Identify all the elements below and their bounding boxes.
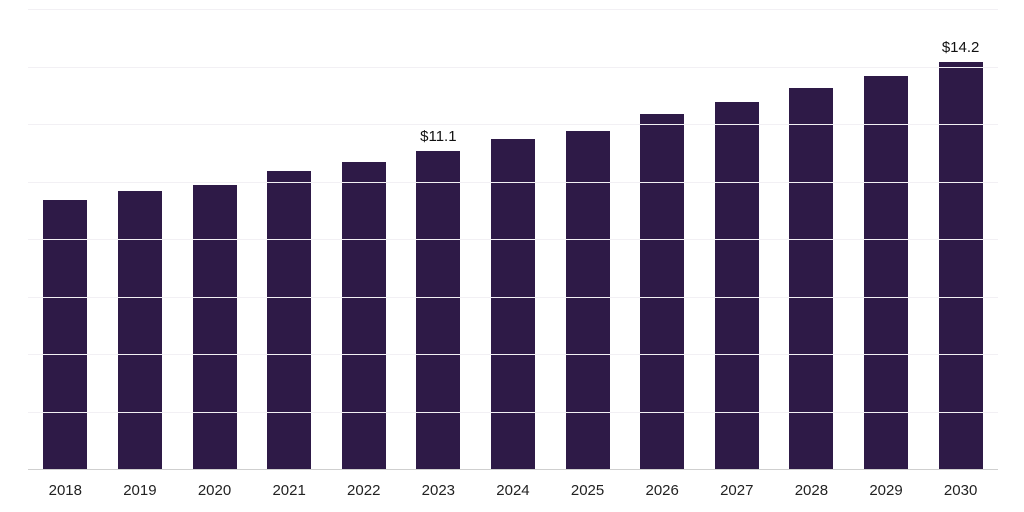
x-tick-label-2030: 2030: [943, 482, 978, 499]
bar-2028: [789, 87, 834, 470]
bar-2019: [117, 191, 162, 470]
x-tick-label-2026: 2026: [645, 482, 679, 499]
x-tick-label-2023: 2023: [421, 482, 456, 499]
bar-2022: [341, 162, 386, 470]
gridline: [28, 181, 998, 183]
bar-slot: [326, 10, 401, 470]
x-tick-label-2024: 2024: [496, 482, 530, 499]
bar-2027: [714, 102, 759, 470]
gridline: [28, 239, 998, 240]
x-tick-label-2029: 2029: [869, 482, 903, 499]
gridline: [28, 296, 998, 298]
bar-slot: [28, 10, 103, 470]
bar-2026: [640, 113, 685, 470]
bar-2024: [490, 139, 535, 470]
bar-slot: $14.2: [923, 10, 998, 470]
x-tick-label-2025: 2025: [570, 482, 605, 499]
bar-slot: [774, 10, 849, 470]
bar-series: $11.1 $14.2: [28, 10, 998, 470]
gridline: [28, 66, 998, 68]
data-label-2030: $14.2: [941, 38, 980, 56]
bar-slot: [103, 10, 178, 470]
x-tick-label-2027: 2027: [720, 482, 754, 499]
gridline: [28, 124, 998, 125]
bar-slot: [252, 10, 327, 470]
x-axis-line: [28, 469, 998, 470]
plot-area: $11.1 $14.2: [28, 9, 998, 470]
bar-slot: [177, 10, 252, 470]
x-axis: 2018 2019 2020 2021 2022 2023 2024 2025 2026 2027…: [28, 470, 998, 512]
bar-slot: [476, 10, 551, 470]
bar-slot: [550, 10, 625, 470]
x-tick-label-2021: 2021: [272, 482, 306, 499]
data-label-2023: $11.1: [420, 127, 457, 145]
x-tick-label-2022: 2022: [347, 482, 381, 499]
bar-slot: [699, 10, 774, 470]
bar-2018: [43, 199, 88, 470]
bar-2020: [192, 185, 237, 470]
bar-slot: $11.1: [401, 10, 476, 470]
bar-slot: [849, 10, 924, 470]
bar-2029: [864, 76, 908, 470]
bar-2021: [267, 171, 312, 470]
gridline: [28, 411, 998, 413]
x-tick-label-2018: 2018: [48, 482, 82, 499]
bar-slot: [625, 10, 700, 470]
gridline: [28, 354, 998, 355]
x-tick-label-2019: 2019: [123, 482, 157, 499]
gridline: [28, 9, 998, 10]
bar-2023: [416, 150, 461, 470]
bar-2030: [938, 61, 983, 470]
x-tick-label-2020: 2020: [197, 482, 232, 499]
bar-2025: [565, 130, 610, 470]
x-tick-label-2028: 2028: [794, 482, 829, 499]
